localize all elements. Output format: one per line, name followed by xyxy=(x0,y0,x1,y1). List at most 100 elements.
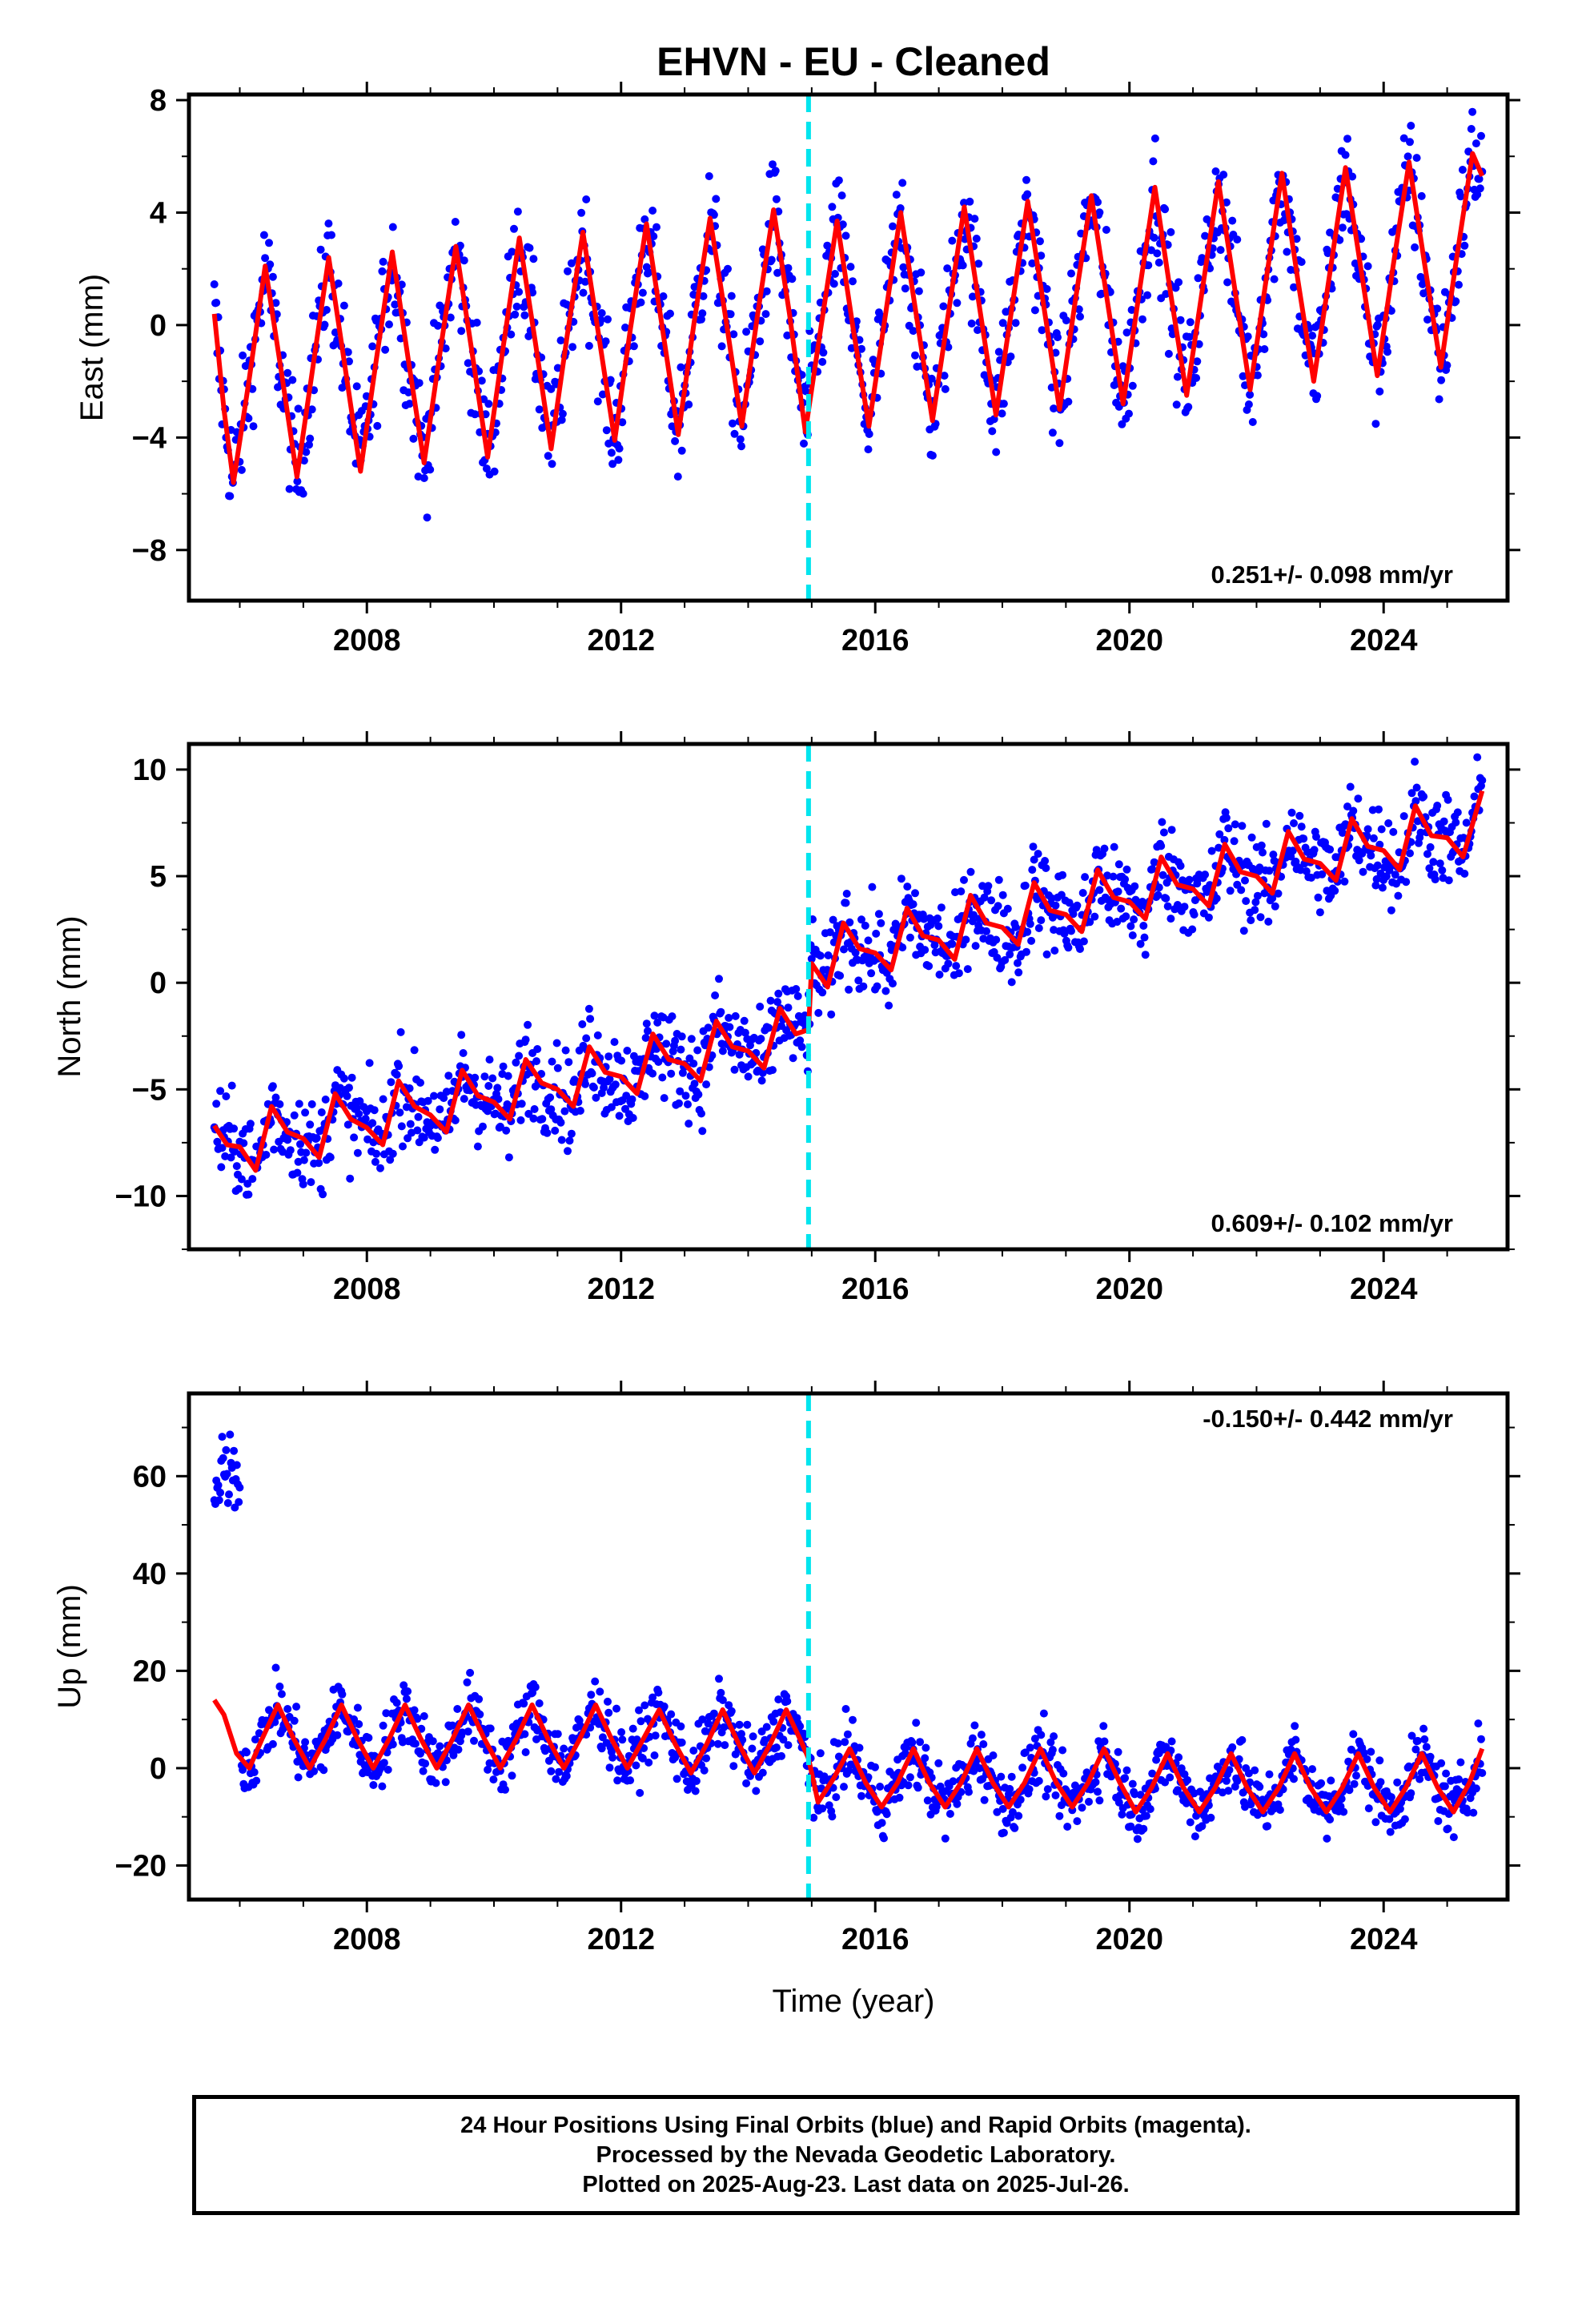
data-point xyxy=(557,416,566,424)
data-point xyxy=(992,935,1001,944)
data-point xyxy=(1312,832,1320,841)
data-point xyxy=(388,1740,397,1749)
data-point xyxy=(1271,902,1279,911)
data-point xyxy=(851,948,860,957)
data-point xyxy=(259,231,268,239)
data-point xyxy=(693,1046,702,1055)
data-point xyxy=(388,1149,397,1158)
data-point xyxy=(1416,828,1425,837)
data-point xyxy=(239,1766,247,1774)
data-point xyxy=(865,430,873,438)
data-point xyxy=(1161,205,1170,214)
data-point xyxy=(1216,246,1225,255)
data-point xyxy=(1174,278,1183,287)
data-point xyxy=(949,1777,958,1786)
data-point xyxy=(827,1010,836,1019)
data-point xyxy=(1384,819,1393,827)
data-point xyxy=(784,1003,793,1012)
data-point xyxy=(721,1741,729,1750)
data-point xyxy=(372,1149,381,1158)
data-point xyxy=(796,1722,805,1731)
data-point xyxy=(463,1678,472,1687)
data-point xyxy=(1219,171,1228,179)
data-point xyxy=(1239,927,1248,935)
data-point xyxy=(355,1720,363,1728)
data-point xyxy=(998,1804,1007,1813)
data-point xyxy=(823,241,832,250)
data-point xyxy=(294,404,303,413)
data-point xyxy=(889,222,897,231)
data-point xyxy=(607,1103,616,1112)
data-point xyxy=(784,1741,793,1750)
data-point xyxy=(397,1122,406,1131)
data-point xyxy=(1148,1769,1157,1778)
data-point xyxy=(299,489,307,498)
data-point xyxy=(1287,808,1296,817)
data-point xyxy=(1290,819,1298,827)
data-point xyxy=(1443,795,1452,804)
data-point xyxy=(1130,882,1139,891)
data-point xyxy=(414,1112,423,1121)
data-point xyxy=(321,1096,330,1104)
data-point xyxy=(702,1754,711,1763)
data-point xyxy=(617,1056,626,1065)
data-point xyxy=(1007,978,1016,987)
data-point xyxy=(953,299,962,308)
data-point xyxy=(451,218,460,226)
data-point xyxy=(576,1107,584,1115)
x-tick-label: 2016 xyxy=(841,1273,909,1306)
data-point xyxy=(581,1080,589,1088)
data-point xyxy=(994,875,1003,884)
data-point xyxy=(391,300,400,309)
data-point xyxy=(1191,1832,1199,1841)
data-point xyxy=(748,1744,757,1753)
data-point xyxy=(520,311,529,320)
data-point xyxy=(1268,894,1277,903)
data-point xyxy=(1345,1786,1354,1795)
data-point xyxy=(244,1190,253,1199)
data-point xyxy=(547,384,556,393)
data-point xyxy=(283,368,292,377)
data-point xyxy=(352,1104,361,1112)
data-point xyxy=(231,1147,239,1156)
data-point xyxy=(1413,817,1422,826)
data-point xyxy=(872,929,881,938)
data-point xyxy=(1378,883,1387,892)
data-point xyxy=(1433,802,1442,810)
data-point xyxy=(421,1759,430,1768)
data-point xyxy=(1095,1796,1104,1805)
data-point xyxy=(958,261,967,270)
data-point xyxy=(1055,439,1064,448)
data-point xyxy=(1110,842,1118,851)
data-point xyxy=(1042,1792,1050,1801)
data-point xyxy=(275,1100,284,1108)
data-point xyxy=(715,1675,723,1683)
data-point xyxy=(1399,812,1408,821)
data-point xyxy=(484,1082,493,1090)
data-point xyxy=(819,348,828,357)
data-point xyxy=(697,315,705,324)
data-point xyxy=(668,1012,677,1021)
data-point xyxy=(275,1683,284,1691)
data-point xyxy=(1368,806,1377,814)
data-point xyxy=(659,292,668,300)
data-point xyxy=(927,374,936,383)
data-point xyxy=(449,1751,458,1759)
data-point xyxy=(1376,1778,1385,1787)
data-point xyxy=(857,915,865,924)
data-point xyxy=(1159,828,1168,837)
data-point xyxy=(1371,1818,1380,1827)
data-point xyxy=(1290,283,1298,292)
data-point xyxy=(908,1738,917,1747)
data-point xyxy=(1338,223,1347,232)
data-point xyxy=(379,1095,387,1104)
data-point xyxy=(628,1724,637,1733)
data-point xyxy=(212,299,221,307)
data-point xyxy=(618,1735,627,1744)
data-point xyxy=(404,388,413,396)
data-point xyxy=(1076,945,1084,953)
data-point xyxy=(1455,280,1463,289)
data-point xyxy=(994,902,1002,911)
data-point xyxy=(302,1148,311,1157)
